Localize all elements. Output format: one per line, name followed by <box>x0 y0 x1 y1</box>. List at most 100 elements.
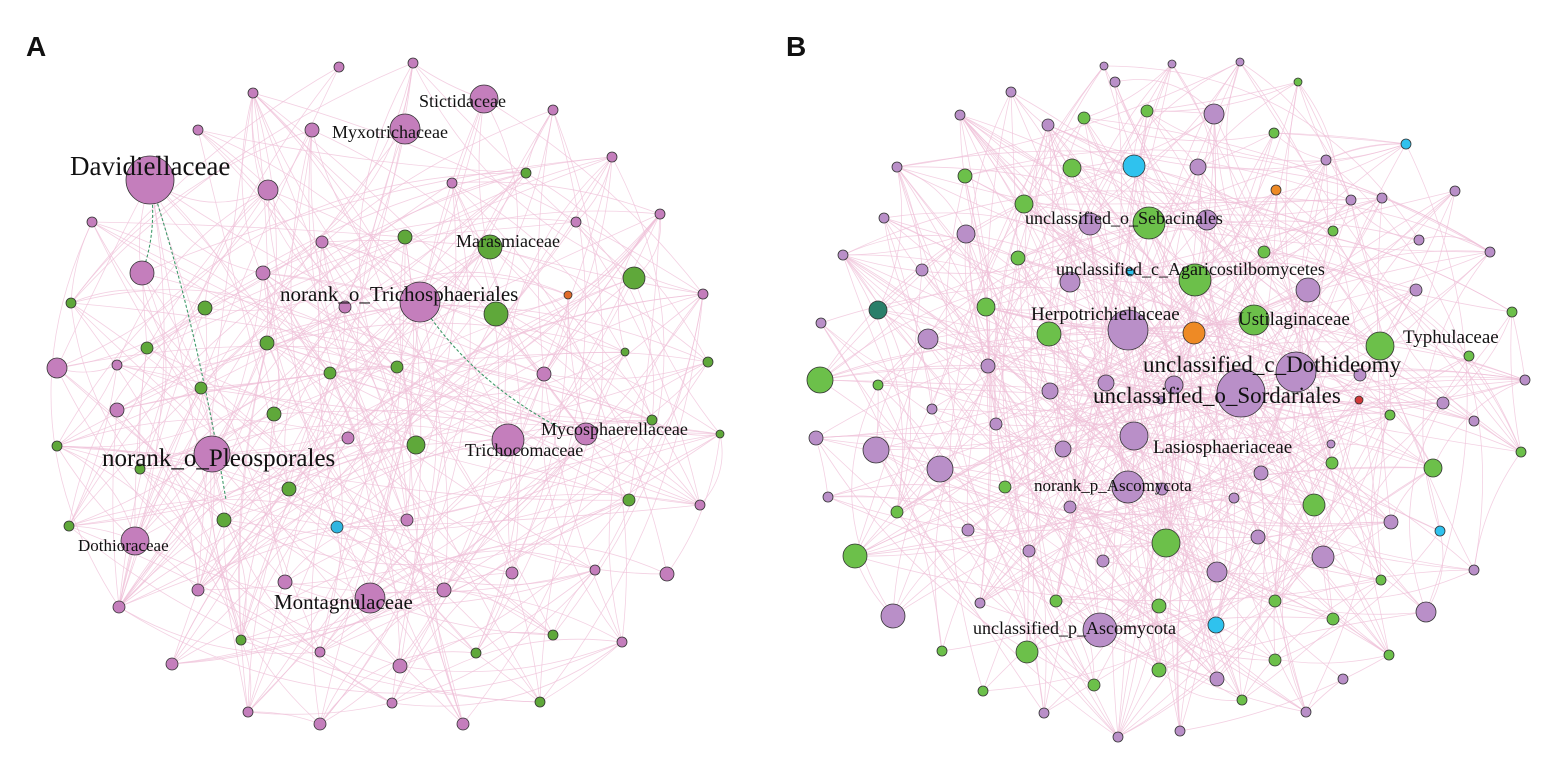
panel-b-node-green <box>1268 653 1282 667</box>
panel-a-edge <box>56 361 709 455</box>
panel-a-edge <box>223 519 247 641</box>
panel-a-edge <box>483 98 518 315</box>
panel-a-edge <box>149 179 349 439</box>
panel-a-edge <box>56 129 313 369</box>
panel-b-node-purple <box>1300 706 1312 718</box>
panel-a-edge <box>247 711 321 725</box>
panel-a-edge <box>139 433 721 531</box>
panel-b-edge <box>1432 379 1526 469</box>
panel-b-edge <box>1127 251 1491 331</box>
panel-a-node-green <box>406 435 426 455</box>
panel-b-node-purple <box>1468 415 1480 427</box>
panel-b-node-purple <box>1235 57 1245 67</box>
panel-b-edge <box>1043 384 1176 714</box>
panel-a-node-green <box>281 481 297 497</box>
panel-a-edge <box>139 468 321 653</box>
panel-a-edge <box>197 129 527 174</box>
panel-b-node-purple <box>1353 368 1367 382</box>
panel-b-edge <box>1239 61 1522 453</box>
panel-a-edge <box>50 221 120 608</box>
panel-a-edge <box>171 433 587 665</box>
panel-a-edge <box>139 272 167 470</box>
panel-b-node-green <box>936 645 948 657</box>
panel-b-node-green <box>1325 456 1339 470</box>
panel-a-edge <box>451 182 653 421</box>
panel-a-node-green <box>477 234 503 260</box>
panel-b-node-green <box>1151 662 1167 678</box>
panel-b-node-purple <box>974 597 986 609</box>
panel-b-edge <box>1275 189 1434 469</box>
panel-b-edge <box>896 332 1195 513</box>
panel-a-node-purple <box>574 422 598 446</box>
panel-b-node-purple <box>989 417 1003 431</box>
panel-a-edge <box>116 366 398 411</box>
panel-a-edge <box>262 272 554 636</box>
panel-a-edge <box>369 236 406 599</box>
panel-a-node-purple <box>333 61 345 73</box>
node-label-davidiellaceae: Davidiellaceae <box>70 151 230 181</box>
panel-a-edge <box>247 366 398 713</box>
panel-a-edge <box>594 156 665 571</box>
panel-b-node-purple <box>1203 103 1225 125</box>
node-label-unclassified-o-sebacinales: unclassified_o_Sebacinales <box>1025 208 1223 228</box>
panel-a-edge <box>317 241 338 528</box>
panel-b-edge <box>896 511 1119 738</box>
node-label-dothioraceae: Dothioraceae <box>78 536 169 555</box>
panel-a-edge <box>118 413 275 608</box>
panel-a-node-green <box>134 463 146 475</box>
panel-b-node-green <box>1014 194 1034 214</box>
panel-a-edge <box>139 468 199 591</box>
panel-b-edge <box>896 113 1215 513</box>
panel-b-node-green <box>1049 594 1063 608</box>
node-label-norank-o-trichosphaeriales: norank_o_Trichosphaeriales <box>280 282 518 306</box>
panel-a-node-green <box>259 335 275 351</box>
panel-a-edge <box>197 499 630 591</box>
panel-b-edge <box>1260 159 1328 474</box>
panel-b-edge <box>877 222 1150 386</box>
panel-b-edge <box>1215 399 1360 626</box>
panel-a-edge <box>539 641 623 703</box>
panel-a-edge <box>200 387 721 435</box>
panel-b-node-purple <box>956 224 976 244</box>
panel-a-edge <box>284 306 346 490</box>
panel-a-edge <box>290 129 338 528</box>
panel-a-node-purple <box>255 265 271 281</box>
panel-b-edge <box>1241 579 1382 701</box>
panel-b-edge <box>820 286 1391 416</box>
panel-a-node-purple <box>46 357 68 379</box>
panel-b-edge <box>1146 110 1333 464</box>
panel-b-edge <box>1177 251 1265 732</box>
panel-a-edge <box>319 293 704 653</box>
panel-b-node-purple <box>1054 440 1072 458</box>
panel-a-node-purple <box>659 566 675 582</box>
panel-a-node-green <box>194 381 208 395</box>
panel-b-edge <box>883 217 1129 331</box>
panel-a-node-green <box>323 366 337 380</box>
panel-a-node-green <box>397 229 413 245</box>
panel-b-edge <box>1114 81 1381 347</box>
panel-a-node-labels: Stictidaceae Myxotrichaceae Davidiellace… <box>70 91 688 614</box>
panel-a-node-purple <box>392 658 408 674</box>
panel-b-node-green <box>1327 225 1339 237</box>
panel-b-edge <box>1083 63 1173 119</box>
panel-a-edge <box>262 272 541 703</box>
panel-a-node-purple <box>125 155 175 205</box>
panel-b-edge <box>815 437 1095 686</box>
panel-a-edge <box>91 221 406 238</box>
panel-b-edge <box>1004 219 1208 488</box>
panel-b-edge <box>815 437 1095 686</box>
panel-b-node-green <box>1384 409 1396 421</box>
panel-a-node-purple <box>589 564 601 576</box>
panel-a-edge <box>575 221 701 506</box>
panel-b-edge <box>1350 199 1522 453</box>
panel-b-edge <box>892 379 1526 617</box>
panel-a-edge <box>347 437 668 575</box>
panel-b-edge <box>883 217 933 410</box>
panel-a-edge <box>311 129 668 575</box>
panel-b-node-green <box>842 543 868 569</box>
panel-a-edge <box>247 293 704 713</box>
panel-a-edge <box>266 342 701 506</box>
panel-b-edge <box>982 289 1417 692</box>
panel-a-edge <box>118 606 623 694</box>
panel-a-edge <box>68 189 269 527</box>
